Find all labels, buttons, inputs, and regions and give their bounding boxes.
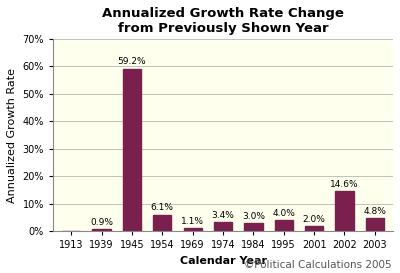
Bar: [366, 218, 384, 232]
Text: 4.8%: 4.8%: [364, 207, 386, 216]
Bar: [153, 215, 172, 232]
Bar: [275, 221, 293, 232]
Text: 14.6%: 14.6%: [330, 180, 359, 189]
Text: 3.0%: 3.0%: [242, 212, 265, 221]
Text: 2.0%: 2.0%: [303, 215, 326, 224]
Bar: [305, 226, 323, 232]
Bar: [92, 229, 111, 232]
X-axis label: Calendar Year: Calendar Year: [180, 256, 266, 266]
Bar: [214, 222, 232, 232]
Y-axis label: Annualized Growth Rate: Annualized Growth Rate: [7, 68, 17, 203]
Bar: [184, 229, 202, 232]
Text: 6.1%: 6.1%: [151, 203, 174, 212]
Text: 59.2%: 59.2%: [118, 57, 146, 66]
Text: 4.0%: 4.0%: [272, 209, 295, 218]
Bar: [244, 223, 262, 232]
Bar: [335, 191, 354, 232]
Title: Annualized Growth Rate Change
from Previously Shown Year: Annualized Growth Rate Change from Previ…: [102, 7, 344, 35]
Text: 3.4%: 3.4%: [212, 211, 234, 220]
Bar: [123, 69, 141, 232]
Text: 1.1%: 1.1%: [181, 217, 204, 226]
Text: 0.9%: 0.9%: [90, 218, 113, 227]
Text: ©Political Calculations 2005: ©Political Calculations 2005: [244, 260, 392, 270]
